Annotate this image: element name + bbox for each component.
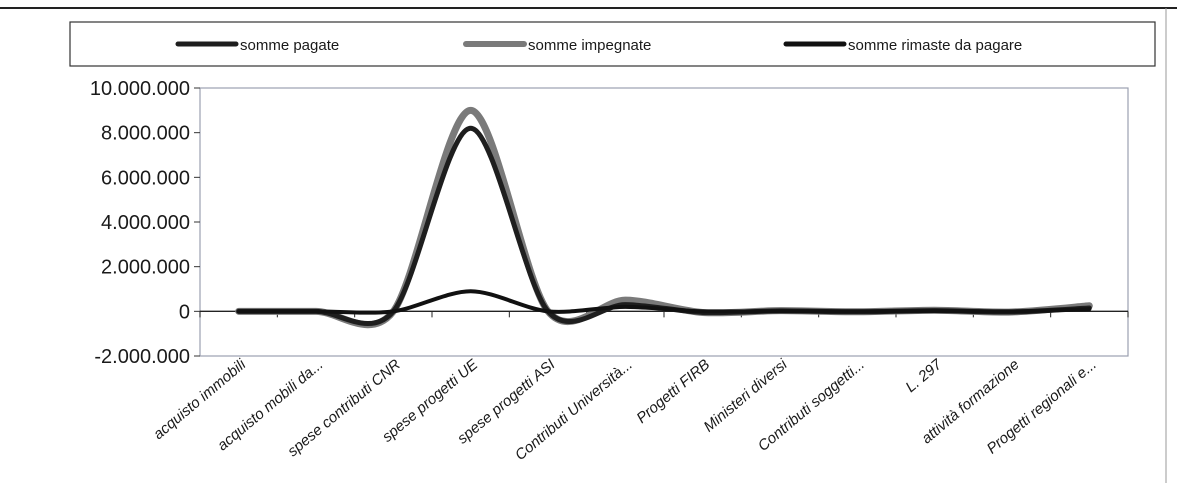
legend-box bbox=[69, 21, 1156, 67]
series-line-3 bbox=[236, 289, 1092, 315]
y-tick-label: 6.000.000 bbox=[101, 167, 190, 189]
legend-label-2: somme impegnate bbox=[528, 37, 651, 54]
x-tick-label: L. 297 bbox=[902, 356, 945, 396]
legend: somme pagate somme impegnate somme rimaste… bbox=[175, 37, 1022, 54]
y-tick-label: 8.000.000 bbox=[101, 123, 190, 145]
legend-label-3: somme rimaste da pagare bbox=[848, 37, 1022, 54]
x-tick-label: Progetti FIRB bbox=[633, 356, 713, 427]
y-tick-label: 0 bbox=[179, 301, 190, 323]
y-tick-label: 10.000.000 bbox=[90, 78, 190, 100]
series-layer bbox=[235, 106, 1093, 329]
y-tick-label: -2.000.000 bbox=[94, 346, 190, 368]
y-tick-label: 4.000.000 bbox=[101, 212, 190, 234]
legend-label-1: somme pagate bbox=[240, 37, 339, 54]
series-line-2 bbox=[235, 106, 1093, 329]
y-tick-label: 2.000.000 bbox=[101, 257, 190, 279]
y-axis: 10.000.000 8.000.000 6.000.000 4.000.000 2.0… bbox=[90, 78, 200, 368]
series-line-1 bbox=[236, 125, 1092, 326]
